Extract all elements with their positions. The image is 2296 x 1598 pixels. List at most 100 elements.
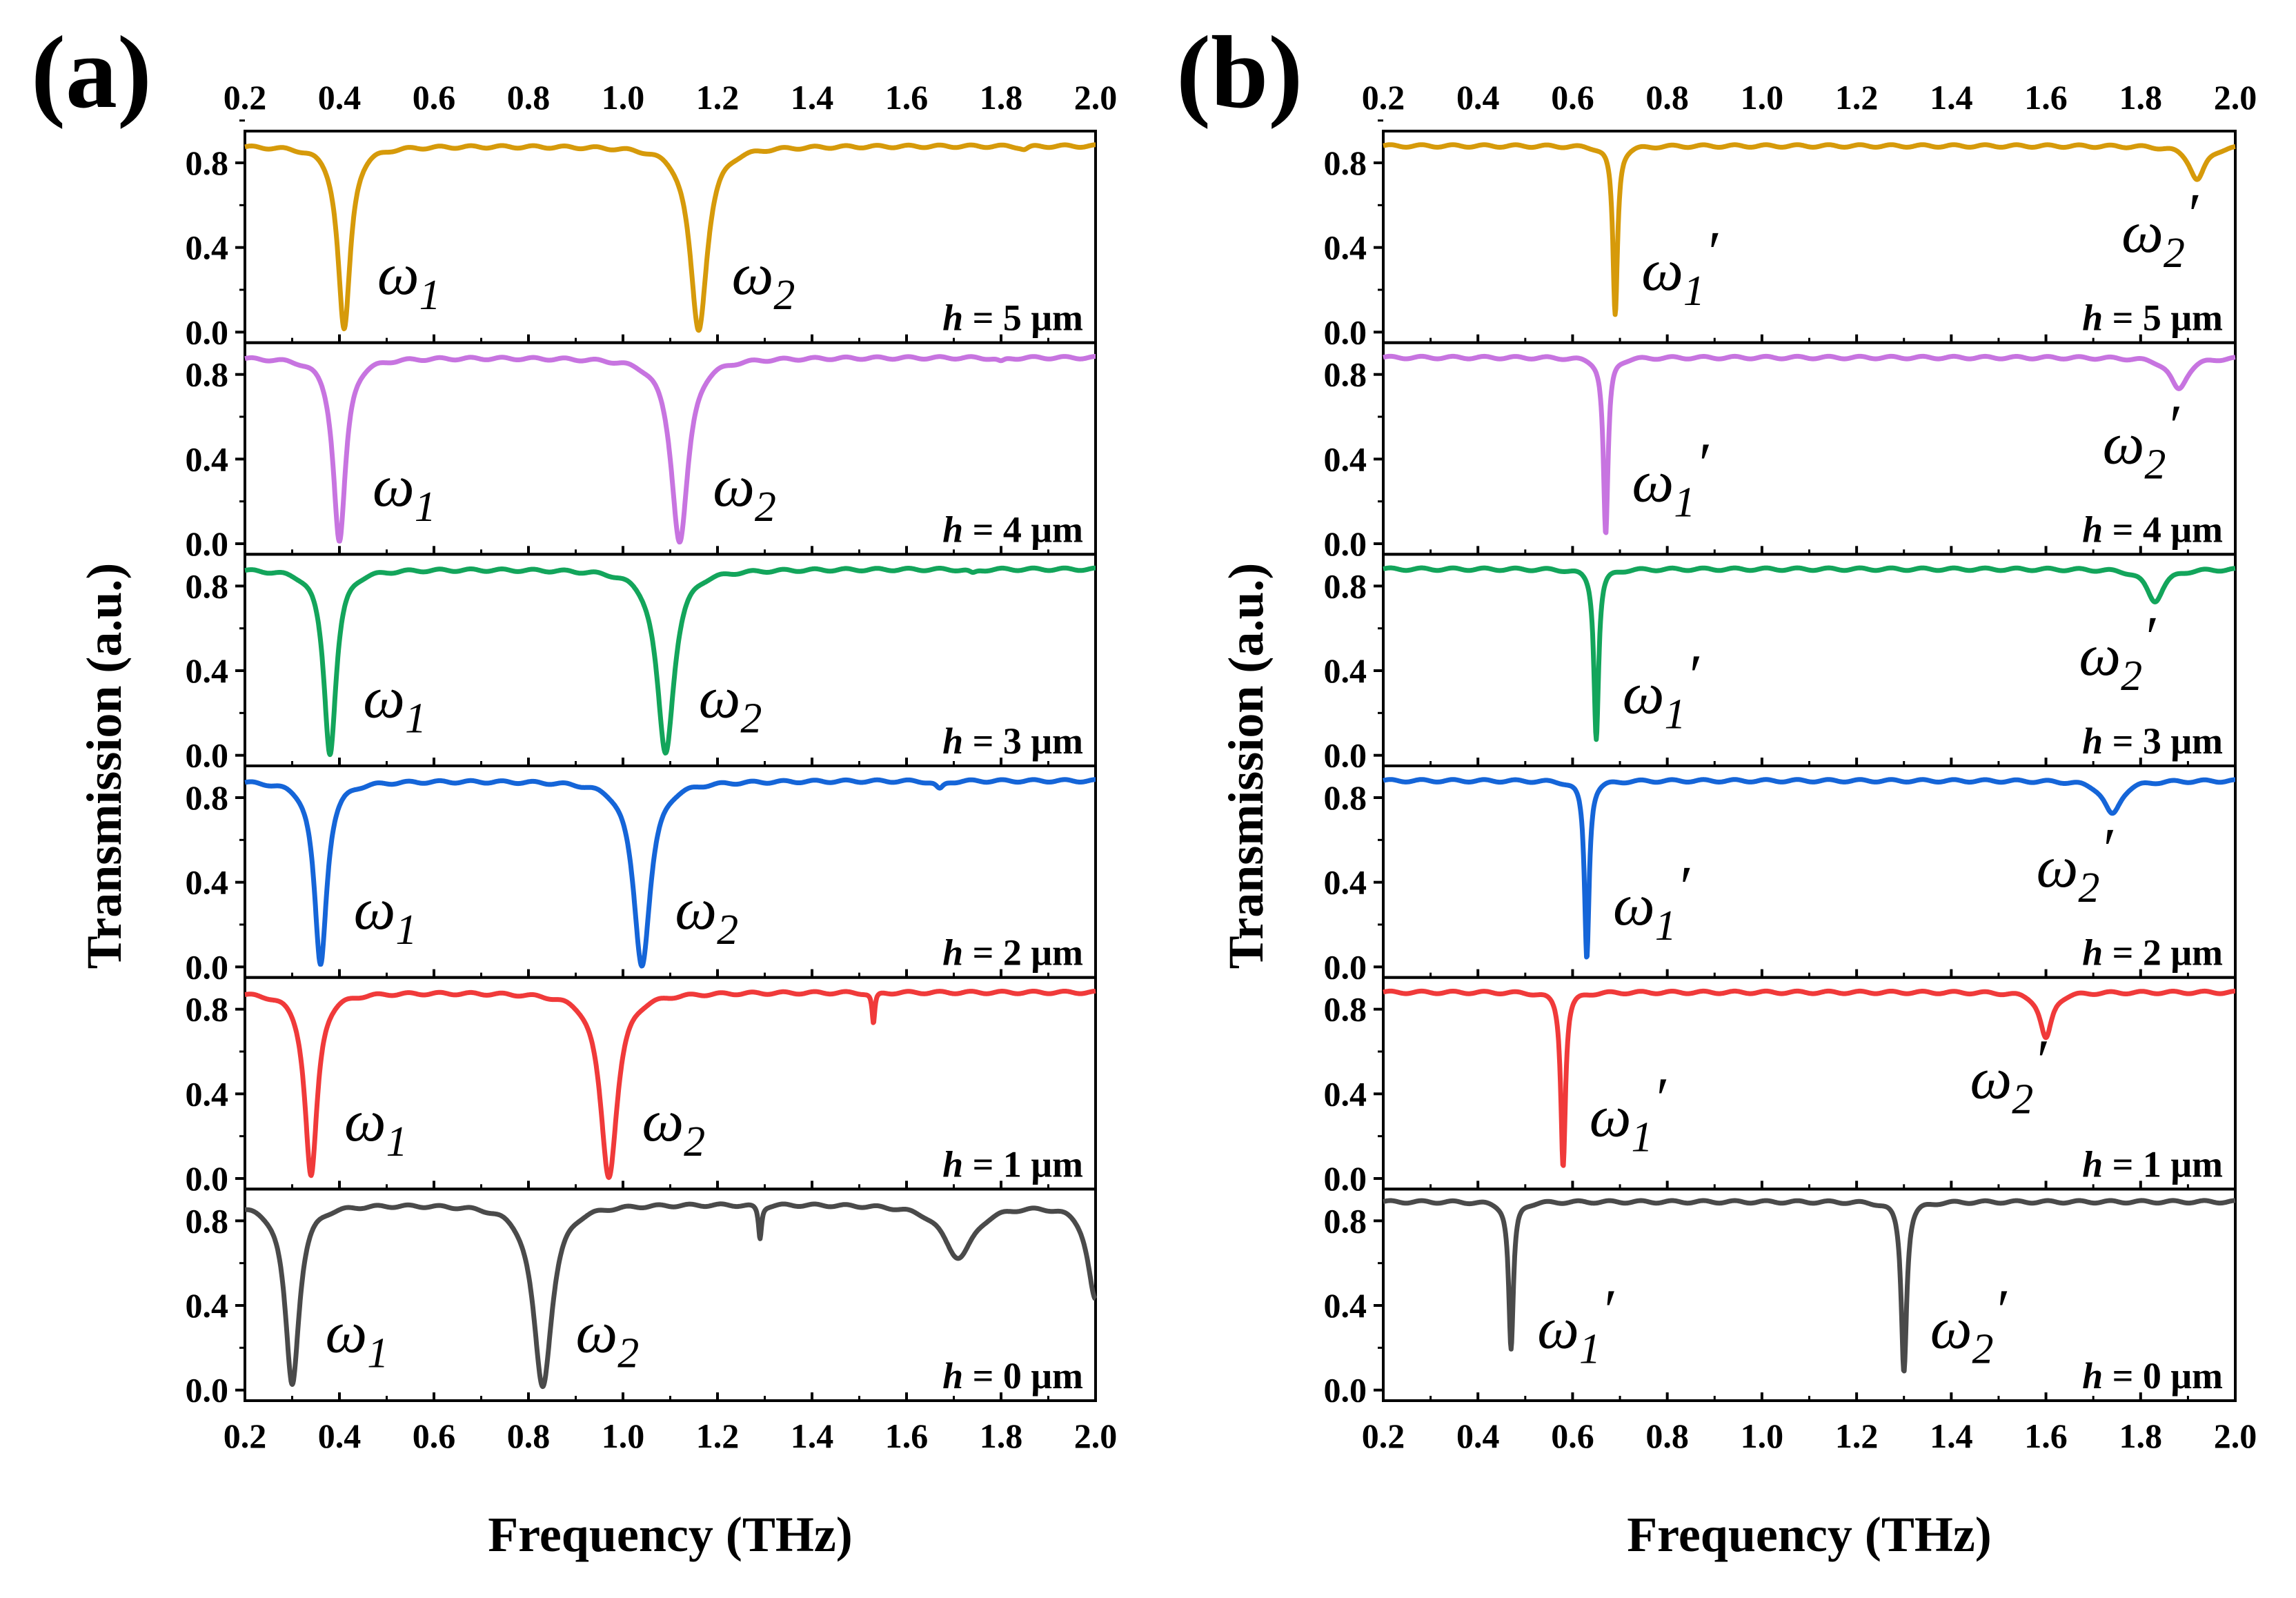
mode-label: ω2′ xyxy=(1930,1276,2008,1372)
y-tick-label: 0.4 xyxy=(186,651,229,690)
x-tick-label-top: 1.8 xyxy=(2119,78,2163,117)
y-tick-label: 0.0 xyxy=(1324,1159,1367,1198)
thickness-label: h = 3 μm xyxy=(2082,720,2223,762)
mode-label: ω1 xyxy=(373,453,436,531)
subplot-row: 0.0 0.4 0.8 h = 2 μm ω1 ω2 xyxy=(186,754,1098,986)
y-tick-label: 0.0 xyxy=(1324,947,1367,986)
x-tick-label-top: 1.2 xyxy=(1835,78,1879,117)
subplot-row: 0.0 0.4 0.8 h = 4 μm ω1′ ω2′ xyxy=(1324,331,2237,563)
subplot-row: 0.0 0.4 0.8 h = 3 μm ω1′ ω2′ xyxy=(1324,542,2237,775)
x-tick-label-bottom: 2.0 xyxy=(1074,1417,1118,1455)
x-tick-label-top: 0.8 xyxy=(1645,78,1689,117)
mode-label: ω1 xyxy=(377,241,441,319)
transmission-curve xyxy=(1381,142,2237,317)
x-axis-title: Frequency (THz) xyxy=(1627,1507,1992,1562)
y-tick-label: 0.4 xyxy=(186,440,229,478)
transmission-curve xyxy=(1381,1198,2237,1374)
thickness-label: h = 2 μm xyxy=(942,932,1083,974)
thickness-label: h = 0 μm xyxy=(942,1355,1083,1397)
subplot-row: 0.0 0.4 0.8 h = 5 μm ω1 ω2 xyxy=(186,119,1098,351)
x-tick-label-top: 0.4 xyxy=(318,78,362,117)
x-tick-label-top: 1.2 xyxy=(696,78,740,117)
y-tick-label: 0.0 xyxy=(1324,524,1367,563)
mode-label: ω1′ xyxy=(1590,1065,1667,1161)
x-tick-label-top: 1.4 xyxy=(1930,78,1973,117)
thickness-label: h = 5 μm xyxy=(2082,297,2223,339)
y-tick-label: 0.4 xyxy=(186,863,229,902)
x-tick-label-bottom: 1.4 xyxy=(1930,1417,1973,1455)
panel-a: (a) 0.0 0.4 0.8 h = 5 μm ω1 ω2 0.0 0.4 0.8 h = 4 μ… xyxy=(31,15,1117,1562)
y-tick-label: 0.4 xyxy=(186,1286,229,1325)
subplot-row: 0.0 0.4 0.8 h = 1 μm ω1 ω2 xyxy=(186,965,1098,1198)
y-tick-label: 0.0 xyxy=(186,313,229,351)
mode-label: ω1 xyxy=(354,876,417,954)
subplot-row: 0.0 0.4 0.8 h = 2 μm ω1′ ω2′ xyxy=(1324,754,2237,986)
mode-label: ω2 xyxy=(576,1299,640,1377)
thickness-label: h = 4 μm xyxy=(942,509,1083,550)
thickness-label: h = 5 μm xyxy=(942,297,1083,339)
transmission-curve xyxy=(243,1201,1098,1390)
x-tick-label-bottom: 1.2 xyxy=(1835,1417,1879,1455)
x-tick-label-top: 1.0 xyxy=(602,78,645,117)
mode-label: ω2′ xyxy=(2121,181,2199,277)
x-tick-label-top: 1.0 xyxy=(1741,78,1784,117)
y-tick-label: 0.8 xyxy=(186,144,229,182)
y-tick-label: 0.0 xyxy=(1324,736,1367,775)
x-tick-label-bottom: 0.2 xyxy=(224,1417,267,1455)
mode-label: ω2 xyxy=(642,1087,705,1165)
mode-label: ω2′ xyxy=(1970,1027,2048,1123)
y-tick-label: 0.4 xyxy=(1324,651,1367,690)
subplot-row: 0.0 0.4 0.8 h = 1 μm ω1′ ω2′ xyxy=(1324,965,2237,1198)
x-tick-label-top: 1.6 xyxy=(2024,78,2068,117)
x-tick-label-bottom: 1.6 xyxy=(2024,1417,2068,1455)
x-tick-label-bottom: 0.8 xyxy=(507,1417,551,1455)
mode-label: ω1′ xyxy=(1537,1276,1614,1372)
x-tick-label-bottom: 0.6 xyxy=(1551,1417,1594,1455)
y-tick-label: 0.0 xyxy=(186,947,229,986)
subplot-row: 0.0 0.4 0.8 h = 3 μm ω1 ω2 xyxy=(186,542,1098,775)
transmission-curve xyxy=(1381,565,2237,742)
subplot-row: 0.0 0.4 0.8 h = 0 μm ω1′ ω2′ xyxy=(1324,1177,2237,1410)
y-tick-label: 0.4 xyxy=(1324,1074,1367,1113)
x-tick-label-top: 2.0 xyxy=(1074,78,1118,117)
mode-label: ω2′ xyxy=(2037,816,2114,911)
mode-label: ω1 xyxy=(363,664,426,742)
x-tick-label-bottom: 1.6 xyxy=(885,1417,929,1455)
transmission-curve xyxy=(243,354,1098,545)
x-tick-label-top: 0.2 xyxy=(1362,78,1405,117)
mode-label: ω2 xyxy=(699,664,762,742)
x-tick-label-top: 1.8 xyxy=(980,78,1023,117)
thickness-label: h = 3 μm xyxy=(942,720,1083,762)
y-tick-label: 0.8 xyxy=(186,778,229,817)
y-tick-label: 0.4 xyxy=(1324,1286,1367,1325)
x-tick-label-bottom: 1.0 xyxy=(1741,1417,1784,1455)
mode-label: ω1′ xyxy=(1613,854,1690,949)
y-tick-label: 0.8 xyxy=(1324,1201,1367,1240)
x-tick-label-bottom: 0.2 xyxy=(1362,1417,1405,1455)
transmission-curve xyxy=(243,988,1098,1181)
y-tick-label: 0.8 xyxy=(1324,778,1367,817)
mode-label: ω1′ xyxy=(1623,642,1700,738)
x-tick-label-top: 0.6 xyxy=(413,78,456,117)
transmission-curve xyxy=(1381,353,2237,535)
thickness-label: h = 1 μm xyxy=(942,1143,1083,1185)
subplot-row: 0.0 0.4 0.8 h = 5 μm ω1′ ω2′ xyxy=(1324,119,2237,351)
mode-label: ω2 xyxy=(713,453,776,531)
mode-label: ω2′ xyxy=(2079,604,2156,700)
y-tick-label: 0.4 xyxy=(186,1074,229,1113)
transmission-curve xyxy=(1381,988,2237,1168)
y-tick-label: 0.8 xyxy=(186,1201,229,1240)
thickness-label: h = 4 μm xyxy=(2082,509,2223,550)
x-tick-label-top: 0.2 xyxy=(224,78,267,117)
panel-label: (b) xyxy=(1176,15,1303,130)
y-axis-title: Transmission (a.u.) xyxy=(77,563,132,969)
x-tick-label-bottom: 2.0 xyxy=(2214,1417,2257,1455)
mode-label: ω1 xyxy=(344,1087,408,1165)
transmission-curve xyxy=(243,565,1098,758)
transmission-curve xyxy=(243,142,1098,333)
x-tick-label-bottom: 0.4 xyxy=(1456,1417,1500,1455)
y-tick-label: 0.0 xyxy=(186,736,229,775)
mode-label: ω2′ xyxy=(2103,392,2180,488)
x-tick-label-bottom: 1.0 xyxy=(602,1417,645,1455)
